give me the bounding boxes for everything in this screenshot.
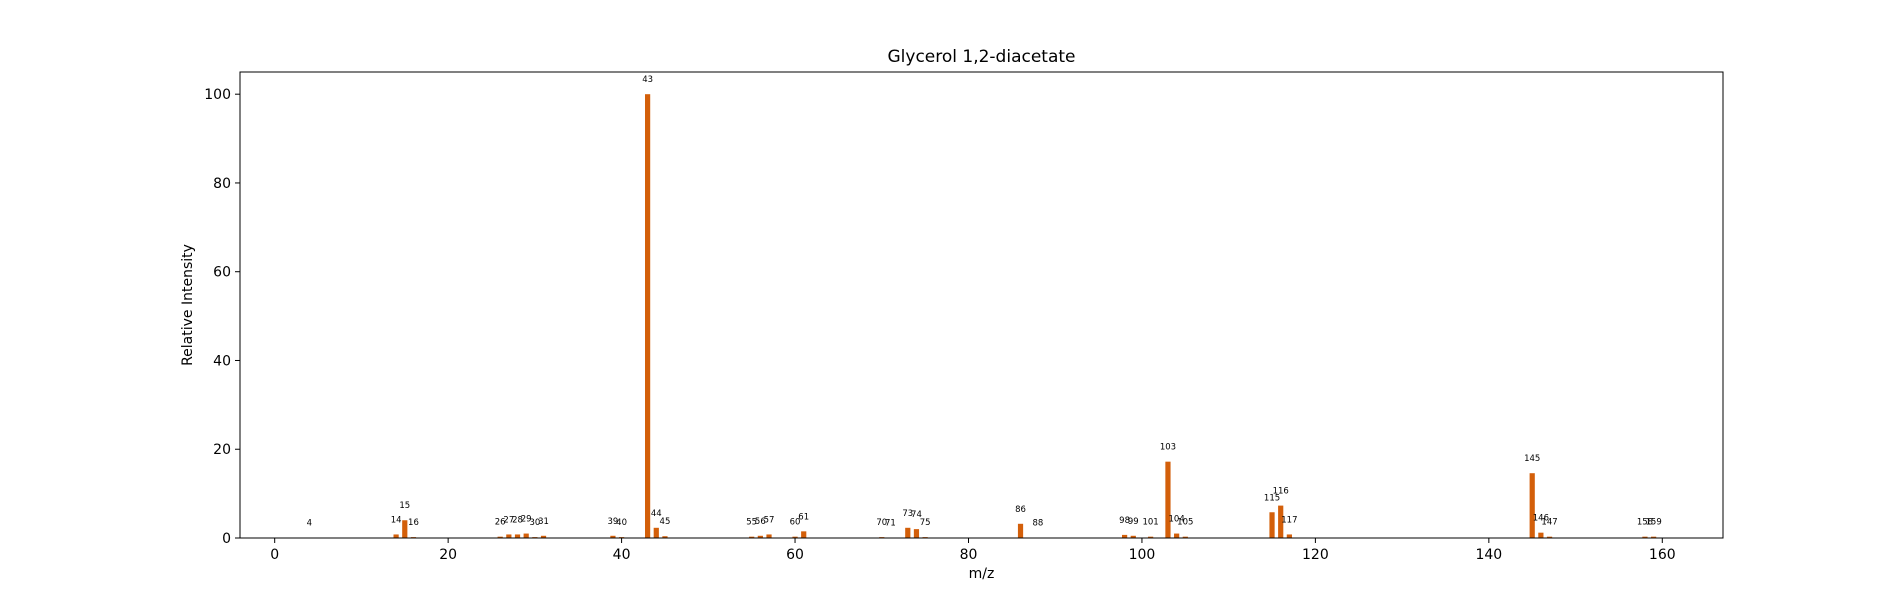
peak-label: 4 [307, 519, 312, 529]
spectrum-bar [905, 527, 911, 538]
plot-frame [239, 71, 1724, 539]
spectrum-bar [1529, 473, 1535, 538]
peak-label: 40 [616, 518, 627, 528]
spectrum-bar [610, 535, 616, 538]
peak-label: 101 [1142, 518, 1158, 528]
peak-label: 27 [503, 515, 514, 525]
peak-label: 60 [790, 518, 801, 528]
spectrum-bar [757, 535, 763, 538]
peak-label: 74 [911, 510, 922, 520]
x-tick-label: 120 [1302, 547, 1329, 563]
peak-label: 116 [1273, 487, 1289, 497]
peak-label: 31 [538, 517, 549, 527]
peak-label: 105 [1177, 518, 1193, 528]
peak-label: 30 [529, 518, 540, 528]
spectrum-bar [497, 536, 503, 538]
peak-label: 43 [642, 75, 653, 85]
spectrum-bar [766, 534, 772, 538]
peak-label: 39 [608, 517, 619, 527]
peak-label: 75 [920, 518, 931, 528]
x-tick-label: 160 [1649, 547, 1676, 563]
spectrum-bar [1546, 536, 1553, 538]
y-tick-label: 80 [213, 176, 231, 192]
y-axis-label: Relative Intensity [180, 244, 196, 366]
spectrum-bar [1174, 533, 1180, 538]
x-tick-label: 40 [613, 547, 631, 563]
spectrum-bar [393, 534, 399, 538]
spectrum-bar [1651, 536, 1657, 538]
spectrum-bar [1130, 535, 1136, 538]
peak-label: 71 [885, 519, 896, 529]
peak-label: 104 [1169, 515, 1185, 525]
peak-label: 159 [1646, 518, 1662, 528]
x-tick-label: 0 [270, 547, 279, 563]
peak-label: 99 [1128, 517, 1139, 527]
x-axis: 0 20 40 60 80 100 120 140 160 [270, 538, 1676, 563]
peak-label: 86 [1015, 505, 1026, 515]
peak-label: 146 [1533, 514, 1549, 524]
peak-label: 45 [660, 517, 671, 527]
spectrum-bar [540, 535, 547, 538]
peak-label: 26 [495, 518, 506, 528]
peak-label: 73 [902, 509, 913, 519]
peak-label: 28 [512, 515, 523, 525]
peak-label: 55 [746, 518, 757, 528]
peak-label: 61 [798, 512, 809, 522]
peak-label: 98 [1119, 516, 1130, 526]
x-tick-label: 100 [1129, 547, 1156, 563]
spectrum-bar [1642, 536, 1648, 538]
spectrum-bar [1148, 536, 1154, 538]
spectrum-bar [1182, 536, 1188, 538]
spectrum-bar [1538, 532, 1544, 538]
y-tick-label: 0 [222, 531, 231, 547]
spectrum-bar [506, 534, 512, 538]
peak-label: 88 [1032, 519, 1043, 529]
spectrum-bar [1269, 512, 1275, 538]
bars-layer [306, 94, 1657, 538]
y-tick-label: 100 [204, 87, 231, 103]
y-tick-label: 60 [213, 265, 231, 281]
peak-label: 14 [391, 515, 402, 525]
peak-label: 117 [1281, 515, 1297, 525]
spectrum-bar [645, 94, 651, 538]
chart-title: Glycerol 1,2-diacetate [887, 47, 1075, 67]
spectrum-bar [792, 536, 798, 538]
peak-label: 44 [651, 509, 662, 519]
x-tick-label: 60 [786, 547, 804, 563]
spectrum-bar [1278, 505, 1284, 538]
peak-label: 158 [1637, 518, 1653, 528]
x-tick-label: 80 [960, 547, 978, 563]
spectrum-bar [1286, 534, 1292, 538]
x-tick-label: 140 [1475, 547, 1502, 563]
peak-label: 29 [521, 515, 532, 525]
spectrum-bar [514, 534, 521, 538]
y-axis: 0 20 40 60 80 100 [204, 87, 240, 547]
peak-label: 103 [1160, 443, 1176, 453]
x-tick-label: 20 [439, 547, 457, 563]
peak-label: 115 [1264, 493, 1280, 503]
peak-label: 56 [755, 517, 766, 527]
spectrum-bar [402, 520, 408, 538]
spectrum-bar [662, 536, 668, 538]
spectrum-bar [1121, 534, 1128, 538]
peak-label: 57 [764, 515, 775, 525]
peak-label: 145 [1524, 454, 1540, 464]
spectrum-bar [523, 533, 529, 538]
y-tick-label: 20 [213, 442, 231, 458]
x-axis-label: m/z [969, 566, 995, 582]
peak-label: 70 [876, 518, 887, 528]
peak-label: 147 [1541, 518, 1557, 528]
spectrum-bar [801, 531, 807, 538]
spectrum-bar [1165, 461, 1171, 538]
spectrum-bar [913, 529, 920, 538]
spectrum-bar [1017, 523, 1024, 538]
spectrum-bar [653, 527, 659, 538]
peak-label: 16 [408, 518, 419, 528]
spectrum-bar [749, 536, 755, 538]
y-tick-label: 40 [213, 353, 231, 369]
peak-label: 15 [399, 501, 410, 511]
